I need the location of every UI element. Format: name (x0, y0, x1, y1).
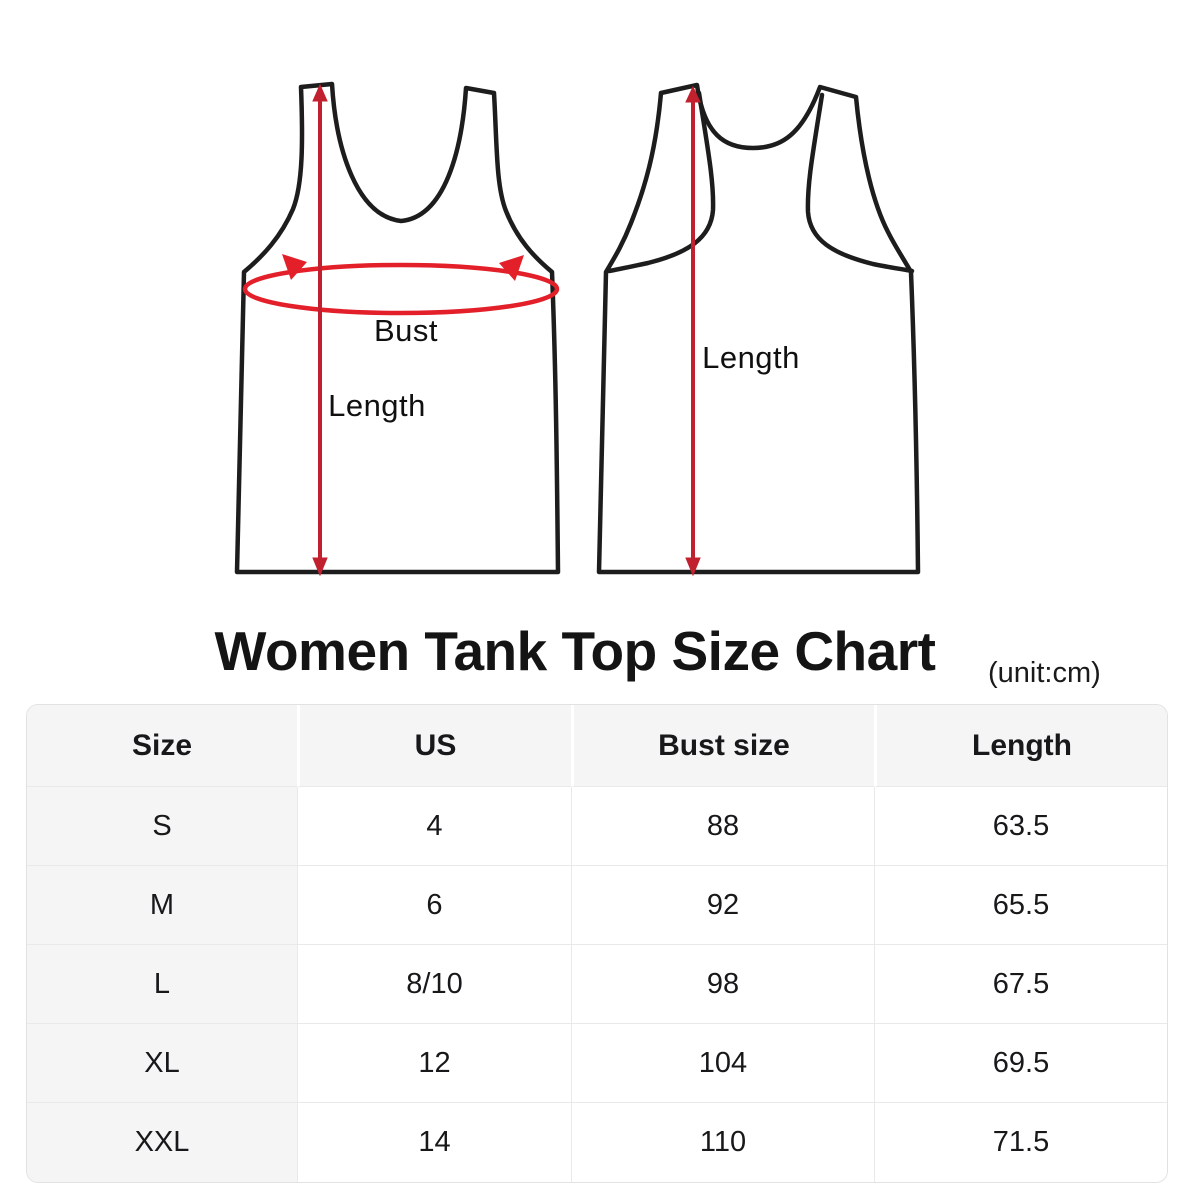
chart-title: Women Tank Top Size Chart (214, 620, 936, 682)
bust-cell: 92 (571, 866, 874, 945)
us-cell: 6 (297, 866, 571, 945)
bust-arrow-right (499, 255, 524, 281)
length-cell: 63.5 (874, 787, 1167, 866)
front-bust-label: Bust (373, 313, 439, 348)
size-cell: XL (27, 1024, 297, 1103)
col-header-bust: Bust size (571, 705, 874, 787)
length-cell: 71.5 (874, 1103, 1167, 1182)
us-cell: 4 (297, 787, 571, 866)
bust-measure-ellipse (242, 262, 560, 316)
tank-top-diagram (234, 81, 921, 577)
front-length-label: Length (328, 388, 426, 423)
garment-outlines (234, 81, 921, 575)
back-racerback-curve-left (606, 90, 716, 274)
length-cell: 67.5 (874, 945, 1167, 1024)
bust-cell: 110 (571, 1103, 874, 1182)
col-header-length: Length (874, 705, 1167, 787)
us-cell: 12 (297, 1024, 571, 1103)
bust-arrow-left (282, 254, 307, 280)
back-length-label: Length (702, 340, 800, 375)
col-header-size: Size (27, 705, 297, 787)
size-table: Size US Bust size Length S 4 88 63.5 M 6… (26, 704, 1168, 1183)
us-cell: 14 (297, 1103, 571, 1182)
bust-cell: 104 (571, 1024, 874, 1103)
length-cell: 65.5 (874, 866, 1167, 945)
size-cell: S (27, 787, 297, 866)
back-racerback-curve-right (805, 92, 915, 274)
size-cell: M (27, 866, 297, 945)
front-length-arrow-down (312, 557, 328, 577)
length-cell: 69.5 (874, 1024, 1167, 1103)
front-tank-outline (234, 81, 561, 575)
back-length-arrow-down (685, 557, 701, 577)
bust-cell: 98 (571, 945, 874, 1024)
size-cell: L (27, 945, 297, 1024)
bust-cell: 88 (571, 787, 874, 866)
front-length-measure (312, 83, 328, 577)
unit-note: (unit:cm) (988, 657, 1101, 689)
back-length-arrow-up (685, 85, 701, 103)
back-tank-outline (596, 82, 921, 575)
front-length-arrow-up (312, 83, 328, 102)
us-cell: 8/10 (297, 945, 571, 1024)
back-length-measure (685, 85, 701, 577)
size-cell: XXL (27, 1103, 297, 1182)
col-header-us: US (297, 705, 571, 787)
